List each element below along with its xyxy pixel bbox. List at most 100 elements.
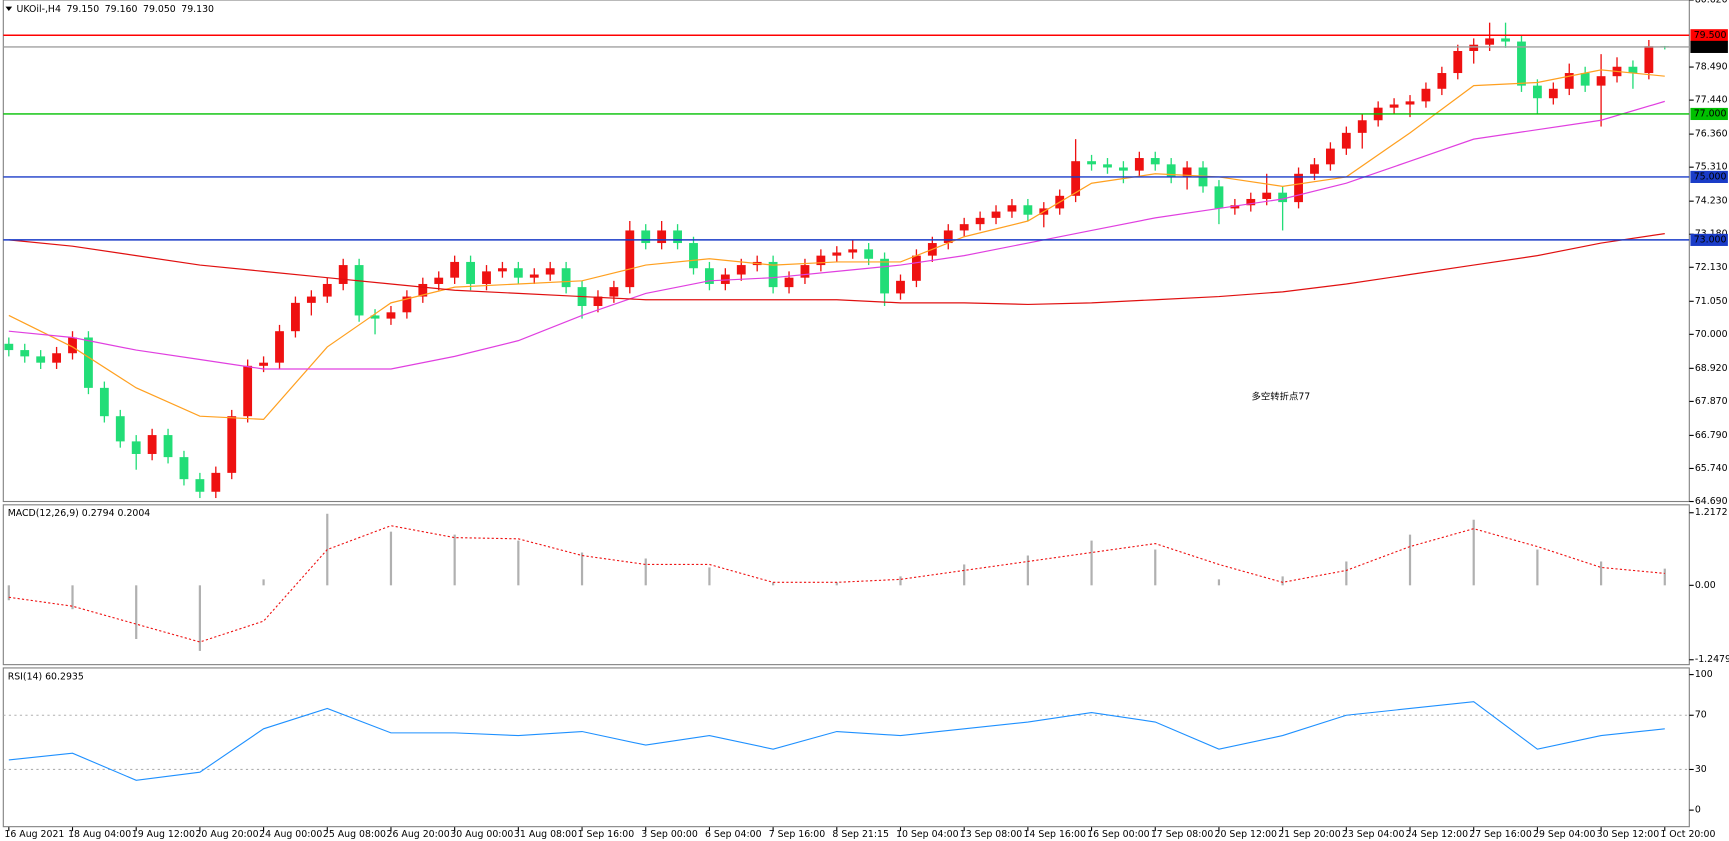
candle-body xyxy=(370,315,380,319)
histogram-bar xyxy=(963,564,966,586)
candle-body xyxy=(243,365,253,417)
candle-body xyxy=(545,268,555,275)
candle-body xyxy=(386,312,396,319)
y-tick-label: 74.230 xyxy=(1695,196,1728,207)
x-tick-label: 19 Aug 12:00 xyxy=(132,829,195,840)
histogram-bar xyxy=(389,531,393,586)
histogram-bar xyxy=(1090,540,1093,586)
y-tick-label: 66.790 xyxy=(1695,430,1728,441)
candle-body xyxy=(864,249,874,259)
candle-body xyxy=(529,274,539,278)
x-tick-label: 31 Aug 08:00 xyxy=(514,829,577,840)
candle-body xyxy=(1596,76,1606,86)
histogram-bar xyxy=(1026,555,1029,586)
x-tick-label: 20 Sep 12:00 xyxy=(1215,829,1278,840)
x-tick-label: 24 Sep 12:00 xyxy=(1406,829,1469,840)
histogram-bar xyxy=(1536,549,1539,586)
histogram-bar xyxy=(1281,576,1284,586)
x-tick-label: 3 Sep 00:00 xyxy=(641,829,698,840)
candle-body xyxy=(20,350,30,357)
candle-body xyxy=(513,268,523,278)
candle-body xyxy=(800,265,810,278)
x-tick-label: 26 Aug 20:00 xyxy=(387,829,450,840)
x-tick-label: 21 Sep 20:00 xyxy=(1278,829,1341,840)
y-tick-label: 0.00 xyxy=(1695,580,1716,591)
candle-body xyxy=(1644,46,1654,74)
y-tick-label: 70.000 xyxy=(1695,329,1728,340)
candle-body xyxy=(1628,66,1638,74)
candle-body xyxy=(705,268,714,284)
histogram-bar xyxy=(198,585,201,651)
candle-body xyxy=(1580,73,1590,86)
x-tick-label: 20 Aug 20:00 xyxy=(195,829,258,840)
indicator-title: MACD(12,26,9) 0.2794 0.2004 xyxy=(8,508,151,519)
candle-body xyxy=(593,296,603,307)
chart-header: UKOil-,H4 79.150 79.160 79.050 79.130 xyxy=(17,3,215,14)
histogram-bar xyxy=(644,558,647,586)
ohlc-label: 79.150 xyxy=(66,3,99,14)
candle-body xyxy=(912,255,921,281)
candle-body xyxy=(1501,38,1510,42)
moving-average xyxy=(8,69,1665,420)
candle-body xyxy=(689,243,698,269)
candle-body xyxy=(609,287,619,297)
candle-body xyxy=(641,230,651,244)
y-tick-label: 77.440 xyxy=(1695,95,1728,106)
moving-average xyxy=(8,232,1665,306)
candle-body xyxy=(1325,148,1335,165)
panel-frame xyxy=(2,0,1690,503)
candle-body xyxy=(68,337,77,354)
ohlc-label: 79.130 xyxy=(181,3,214,14)
candle-body xyxy=(991,211,1001,218)
histogram-bar xyxy=(1345,561,1348,586)
candle-body xyxy=(1262,192,1272,199)
candle-body xyxy=(816,255,826,266)
candle-body xyxy=(115,416,125,442)
x-tick-label: 25 Aug 08:00 xyxy=(323,829,386,840)
candle-body xyxy=(896,280,905,294)
annotation: 多空转折点77 xyxy=(1252,390,1311,402)
histogram-bar xyxy=(708,567,711,586)
candle-body xyxy=(1087,161,1096,165)
y-tick-label: 80.620 xyxy=(1695,0,1728,5)
candle-body xyxy=(1182,167,1192,177)
candle-body xyxy=(1103,164,1112,168)
candle-body xyxy=(1230,205,1240,209)
candle-body xyxy=(99,387,109,417)
candle-body xyxy=(1278,192,1288,203)
histogram-bar xyxy=(517,540,520,586)
candle-body xyxy=(1405,101,1415,105)
candle-body xyxy=(434,277,444,284)
candle-body xyxy=(450,261,460,278)
candle-body xyxy=(975,217,985,225)
candle-body xyxy=(1246,198,1256,206)
x-tick-label: 30 Aug 00:00 xyxy=(450,829,513,840)
histogram-bar xyxy=(262,579,265,586)
candle-body xyxy=(1150,158,1160,165)
candle-body xyxy=(466,261,475,284)
indicator-title: RSI(14) 60.2935 xyxy=(8,671,84,682)
y-tick-label: 65.740 xyxy=(1695,463,1728,474)
candle-body xyxy=(1214,186,1224,209)
candle-body xyxy=(4,343,14,351)
x-tick-label: 10 Sep 04:00 xyxy=(896,829,959,840)
level-label: 77.000 xyxy=(1694,108,1727,119)
candle-body xyxy=(959,224,969,231)
y-tick-label: 0 xyxy=(1695,805,1701,816)
candle-body xyxy=(259,362,268,366)
candle-body xyxy=(880,258,889,294)
moving-average xyxy=(8,100,1665,370)
candle-body xyxy=(1007,205,1017,212)
candle-body xyxy=(418,283,428,297)
candle-body xyxy=(211,472,221,492)
candle-body xyxy=(848,249,858,253)
y-tick-label: 68.920 xyxy=(1695,363,1728,374)
candle-body xyxy=(673,230,682,244)
level-box xyxy=(1690,233,1728,246)
histogram-bar xyxy=(1663,568,1666,586)
candle-body xyxy=(402,296,412,313)
candle-body xyxy=(131,441,141,454)
candle-body xyxy=(195,479,205,492)
